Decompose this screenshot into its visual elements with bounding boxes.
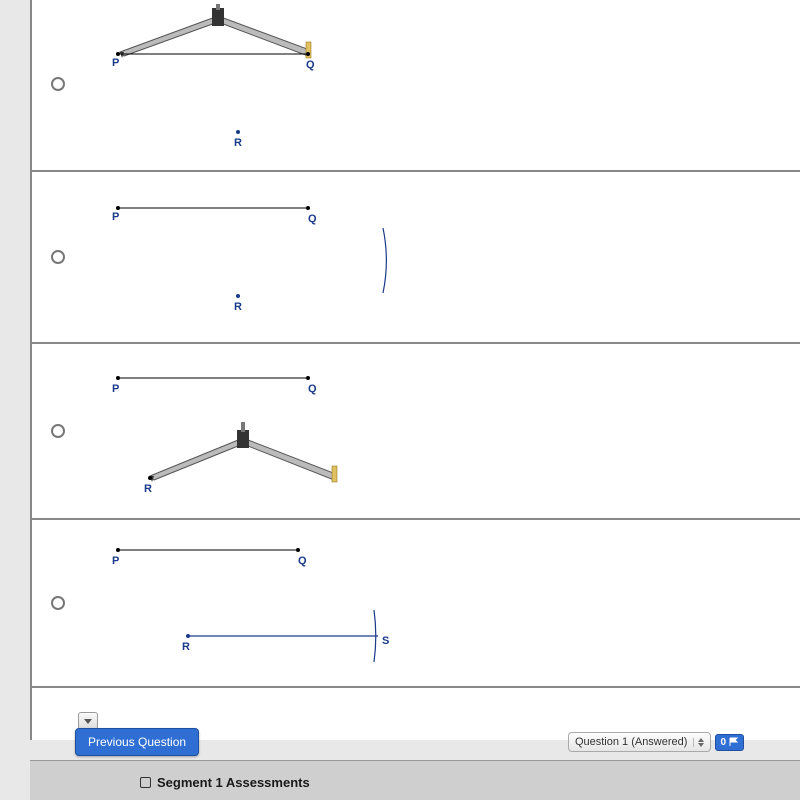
stepper-icon xyxy=(693,738,704,747)
compass-stem xyxy=(241,422,245,432)
flag-count: 0 xyxy=(720,737,726,748)
flag-badge[interactable]: 0 xyxy=(715,734,744,751)
previous-question-button[interactable]: Previous Question xyxy=(75,728,199,756)
label-r: R xyxy=(234,137,242,149)
point-q xyxy=(306,376,310,380)
radio-col xyxy=(38,424,78,438)
point-r xyxy=(148,476,152,480)
question-selector-label: Question 1 (Answered) xyxy=(575,736,688,748)
question-panel: P Q R P Q R xyxy=(30,0,800,740)
footer-label: Segment 1 Assessments xyxy=(157,775,310,790)
point-r xyxy=(236,294,240,298)
point-r xyxy=(186,634,190,638)
point-q xyxy=(306,206,310,210)
compass-arm-left xyxy=(150,438,243,480)
radio-col xyxy=(38,250,78,264)
option-b-diagram: P Q R xyxy=(78,178,800,336)
point-p xyxy=(116,548,120,552)
label-q: Q xyxy=(308,383,317,395)
point-q xyxy=(296,548,300,552)
footer-checkbox[interactable] xyxy=(140,777,151,788)
label-r: R xyxy=(144,483,152,495)
option-a-radio[interactable] xyxy=(51,77,65,91)
question-selector[interactable]: Question 1 (Answered) xyxy=(568,732,712,752)
label-p: P xyxy=(112,211,119,223)
label-p: P xyxy=(112,57,119,69)
option-c-radio[interactable] xyxy=(51,424,65,438)
point-p xyxy=(116,52,120,56)
footer: Segment 1 Assessments xyxy=(140,775,310,790)
point-q xyxy=(306,52,310,56)
compass-arm-left xyxy=(120,16,218,56)
compass-hub xyxy=(212,8,224,26)
point-p xyxy=(116,376,120,380)
radio-col xyxy=(38,77,78,91)
compass-arm-right xyxy=(243,438,336,480)
option-a-diagram: P Q R xyxy=(78,4,800,164)
compass-pencil xyxy=(332,466,337,482)
option-d-diagram: P Q R S xyxy=(78,526,800,680)
compass-stem xyxy=(216,4,220,10)
label-r: R xyxy=(182,641,190,653)
compass-arm-right xyxy=(218,16,310,56)
flag-icon xyxy=(729,737,739,747)
label-q: Q xyxy=(308,213,317,225)
label-s: S xyxy=(382,635,389,647)
option-d-radio[interactable] xyxy=(51,596,65,610)
option-a: P Q R xyxy=(32,0,800,172)
option-b-radio[interactable] xyxy=(51,250,65,264)
option-c-diagram: P Q R xyxy=(78,350,800,512)
option-c: P Q R xyxy=(32,342,800,520)
point-r xyxy=(236,130,240,134)
radio-col xyxy=(38,596,78,610)
label-q: Q xyxy=(306,59,315,71)
label-p: P xyxy=(112,555,119,567)
label-p: P xyxy=(112,383,119,395)
option-d: P Q R S xyxy=(32,518,800,688)
arc xyxy=(383,228,386,293)
compass-hub xyxy=(237,430,249,448)
option-b: P Q R xyxy=(32,170,800,344)
point-p xyxy=(116,206,120,210)
label-r: R xyxy=(234,301,242,313)
label-q: Q xyxy=(298,555,307,567)
question-selector-group: Question 1 (Answered) 0 xyxy=(568,732,744,752)
